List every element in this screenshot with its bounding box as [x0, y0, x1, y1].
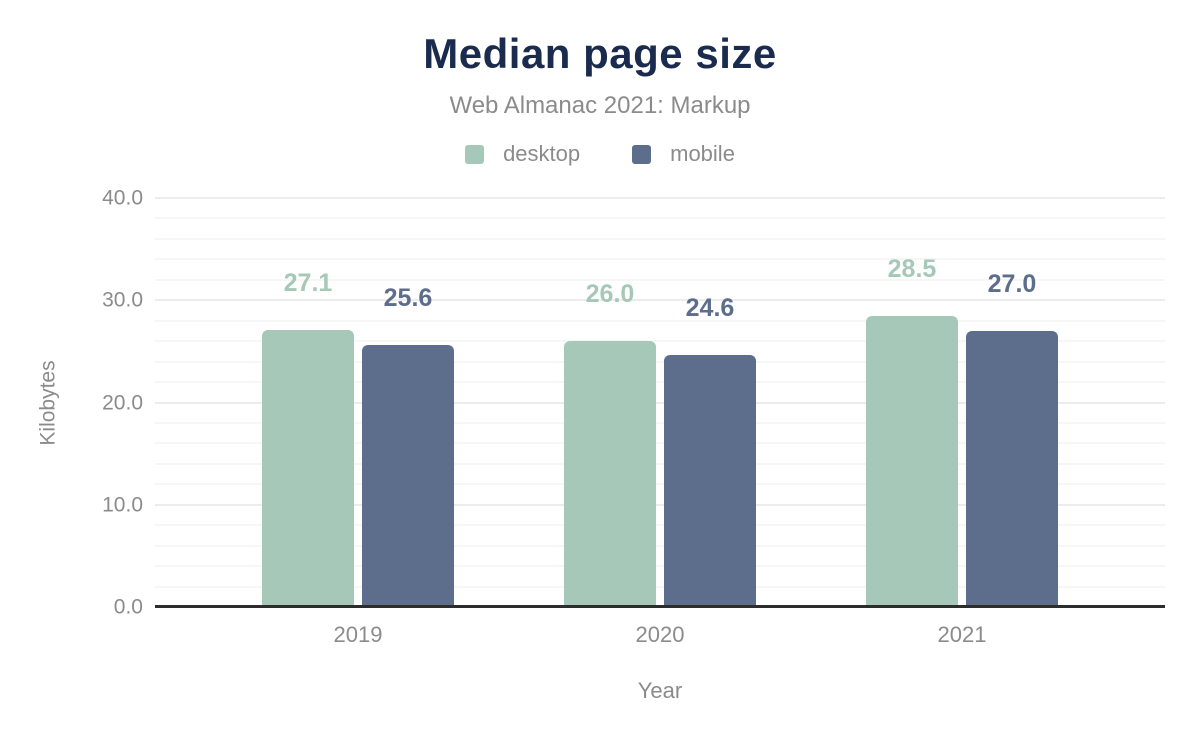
y-tick-label: 10.0 — [102, 493, 143, 517]
x-axis-title: Year — [637, 678, 683, 703]
bar-desktop-2020 — [564, 341, 656, 607]
gridline-minor — [155, 544, 1165, 547]
gridline-major — [155, 503, 1165, 506]
legend: desktop mobile — [0, 141, 1200, 167]
value-label-desktop-2019: 27.1 — [283, 268, 333, 297]
bar-desktop-2019 — [262, 329, 354, 607]
value-label-desktop-2021: 28.5 — [887, 254, 937, 283]
legend-label-desktop: desktop — [503, 141, 581, 166]
gridline-minor — [155, 442, 1165, 445]
plot-area: 27.1 25.6 26.0 24.6 28.5 27.0 — [155, 197, 1165, 608]
gridline-minor — [155, 258, 1165, 261]
gridline-major — [155, 299, 1165, 302]
gridline-minor — [155, 421, 1165, 424]
legend-item-desktop: desktop — [465, 141, 580, 167]
legend-swatch-desktop — [465, 144, 485, 164]
gridline-minor — [155, 319, 1165, 322]
bar-desktop-2021 — [866, 315, 958, 607]
chart-subtitle: Web Almanac 2021: Markup — [449, 92, 751, 119]
gridline-minor — [155, 524, 1165, 527]
value-label-mobile-2020: 24.6 — [685, 294, 735, 323]
value-label-desktop-2020: 26.0 — [585, 280, 635, 309]
x-axis-ticks: 2019 2020 2021 — [155, 622, 1165, 650]
x-tick-label-2019: 2019 — [333, 622, 383, 647]
gridline-minor — [155, 278, 1165, 281]
gridline-major — [155, 197, 1165, 199]
gridline-minor — [155, 565, 1165, 568]
bar-mobile-2020 — [664, 355, 756, 607]
x-tick-label-2020: 2020 — [635, 622, 685, 647]
legend-item-mobile: mobile — [632, 141, 735, 167]
y-tick-label: 40.0 — [102, 186, 143, 210]
gridline-major — [155, 401, 1165, 404]
legend-label-mobile: mobile — [670, 141, 735, 166]
bar-mobile-2019 — [362, 345, 454, 607]
gridline-minor — [155, 381, 1165, 384]
y-tick-label: 30.0 — [102, 288, 143, 312]
gridline-minor — [155, 360, 1165, 363]
gridline-minor — [155, 483, 1165, 486]
x-tick-label-2021: 2021 — [937, 622, 987, 647]
chart-title: Median page size — [423, 30, 777, 77]
value-label-mobile-2021: 27.0 — [987, 269, 1037, 298]
gridline-minor — [155, 340, 1165, 343]
gridline-minor — [155, 585, 1165, 588]
gridline-minor — [155, 237, 1165, 240]
y-tick-label: 20.0 — [102, 391, 143, 414]
y-axis-ticks: 0.0 10.0 20.0 30.0 40.0 — [0, 188, 143, 618]
value-label-mobile-2019: 25.6 — [383, 284, 433, 313]
bar-mobile-2021 — [966, 330, 1058, 607]
gridline-minor — [155, 217, 1165, 220]
x-axis-line — [155, 605, 1165, 608]
y-tick-label: 0.0 — [113, 595, 143, 619]
legend-swatch-mobile — [632, 144, 652, 164]
gridline-minor — [155, 462, 1165, 465]
